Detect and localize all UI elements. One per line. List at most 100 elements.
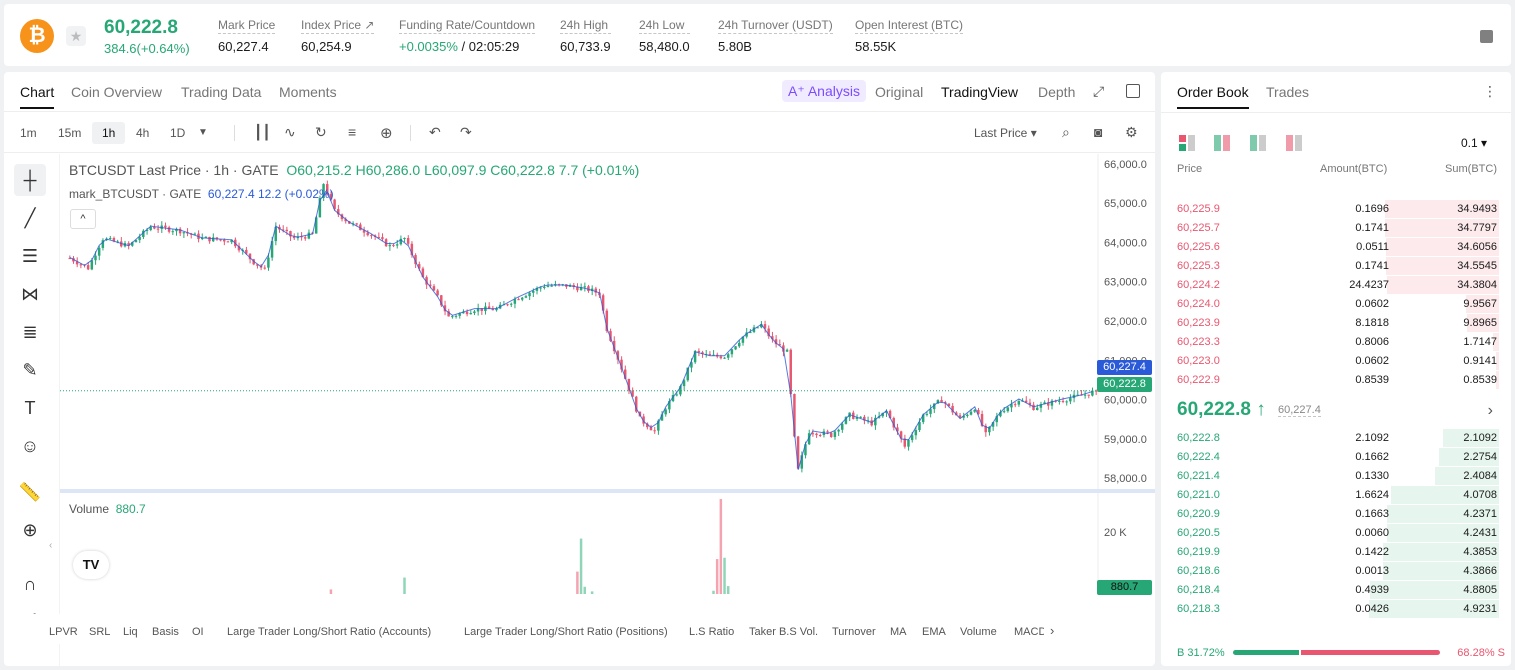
indicator-srl[interactable]: SRL (89, 626, 111, 638)
bid-row[interactable]: 60,218.4 0.4939 4.8805 (1161, 581, 1511, 600)
crosshair-icon[interactable]: ┼ (14, 164, 46, 196)
interval-1m[interactable]: 1m (20, 126, 37, 140)
fullscreen-icon[interactable]: ⤢ (1093, 83, 1105, 99)
trendline-icon[interactable]: ╱ (24, 208, 36, 228)
view-depth[interactable]: Depth (1038, 84, 1076, 100)
interval-15m[interactable]: 15m (58, 126, 82, 140)
indicator-volume[interactable]: Volume (960, 626, 997, 638)
tab-coin-overview[interactable]: Coin Overview (71, 84, 163, 100)
indicators-icon[interactable]: ∿ (284, 124, 296, 140)
layout-both-icon[interactable] (1179, 135, 1195, 151)
compare-icon[interactable]: ↻ (315, 124, 327, 140)
candlestick-chart[interactable]: 66,000.0 65,000.0 64,000.0 63,000.0 62,000.0… (60, 154, 1155, 594)
bid-row[interactable]: 60,220.9 0.1663 4.2371 (1161, 505, 1511, 524)
ruler-icon[interactable]: 📏 (18, 482, 42, 502)
depth-bar (1391, 486, 1499, 504)
bid-amount: 0.1663 (1355, 508, 1389, 520)
indicator-ls-ratio[interactable]: L.S Ratio (689, 626, 735, 638)
candle-body (811, 433, 815, 435)
indicator-basis[interactable]: Basis (152, 626, 179, 638)
layout-bids-icon[interactable] (1250, 135, 1266, 151)
indicator-turnover[interactable]: Turnover (832, 626, 876, 638)
bid-row[interactable]: 60,221.0 1.6624 4.0708 (1161, 486, 1511, 505)
bid-row[interactable]: 60,222.8 2.1092 2.1092 (1161, 429, 1511, 448)
precision-select[interactable]: 0.1 ▾ (1460, 136, 1487, 150)
volume-bar (726, 586, 730, 594)
indicator-oi[interactable]: OI (192, 626, 204, 638)
add-indicator-icon[interactable]: ⊕ (380, 125, 393, 142)
ask-row[interactable]: 60,222.9 0.8539 0.8539 (1161, 371, 1511, 390)
tab-order-book[interactable]: Order Book (1177, 84, 1249, 109)
interval-4h[interactable]: 4h (136, 126, 150, 140)
ask-row[interactable]: 60,225.6 0.0511 34.6056 (1161, 238, 1511, 257)
bid-row[interactable]: 60,219.9 0.1422 4.3853 (1161, 543, 1511, 562)
ask-row[interactable]: 60,224.0 0.0602 9.9567 (1161, 295, 1511, 314)
interval-dropdown-icon[interactable]: ▼ (198, 127, 208, 138)
expand-toolbar-icon[interactable]: ‹ (49, 540, 53, 551)
candle-body (458, 313, 461, 316)
guide-book-icon[interactable] (1480, 30, 1493, 43)
fib-icon[interactable]: ≣ (22, 322, 38, 342)
price-source-select[interactable]: Last Price ▾ (974, 126, 1037, 140)
pattern-icon[interactable]: ⋈ (21, 284, 39, 304)
tab-trades[interactable]: Trades (1266, 84, 1310, 100)
indicator-macd[interactable]: MACD (1014, 626, 1044, 638)
indicator-ma[interactable]: MA (890, 626, 907, 638)
bid-row[interactable]: 60,220.5 0.0060 4.2431 (1161, 524, 1511, 543)
tab-moments[interactable]: Moments (279, 84, 337, 100)
more-options-icon[interactable]: ⋮ (1483, 83, 1497, 99)
ask-row[interactable]: 60,225.3 0.1741 34.5545 (1161, 257, 1511, 276)
settings-list-icon[interactable]: ≡ (348, 124, 357, 140)
tab-trading-data[interactable]: Trading Data (181, 84, 262, 100)
favorite-star-icon[interactable]: ★ (66, 26, 86, 46)
candle-body (1043, 402, 1046, 405)
stat-index-price[interactable]: Index Price ↗ 60,254.9 (301, 18, 375, 54)
brush-icon[interactable]: ✎ (22, 360, 38, 380)
zoom-in-icon[interactable]: ⊕ (22, 520, 38, 540)
redo-icon[interactable]: ↷ (460, 124, 472, 140)
horizontal-lines-icon[interactable]: ☰ (21, 246, 39, 266)
candle-body (896, 427, 899, 432)
bid-row[interactable]: 60,221.4 0.1330 2.4084 (1161, 467, 1511, 486)
search-icon[interactable]: ⌕ (1062, 124, 1070, 140)
ai-analysis-button[interactable]: A⁺ Analysis (782, 80, 866, 102)
tab-chart[interactable]: Chart (20, 84, 55, 109)
candle-body (1083, 394, 1087, 396)
gear-icon[interactable]: ⚙ (1125, 124, 1138, 140)
ask-row[interactable]: 60,223.9 8.1818 9.8965 (1161, 314, 1511, 333)
ask-row[interactable]: 60,224.2 24.4237 34.3804 (1161, 276, 1511, 295)
bid-row[interactable]: 60,218.3 0.0426 4.9231 (1161, 600, 1511, 619)
collapse-legend-icon[interactable]: ^ (70, 209, 96, 229)
scroll-right-icon[interactable]: › (1050, 623, 1055, 638)
indicator-lt-positions[interactable]: Large Trader Long/Short Ratio (Positions… (464, 626, 668, 638)
chevron-right-icon[interactable]: › (1487, 402, 1493, 419)
indicator-lpvr[interactable]: LPVR (49, 626, 78, 638)
text-tool-icon[interactable]: T (24, 398, 36, 418)
indicator-liq[interactable]: Liq (123, 626, 138, 638)
indicator-taker-vol[interactable]: Taker B.S Vol. (749, 626, 819, 638)
ask-row[interactable]: 60,223.0 0.0602 0.9141 (1161, 352, 1511, 371)
candle-body (605, 310, 609, 332)
volume-bar (329, 589, 333, 594)
emoji-icon[interactable]: ☺ (20, 436, 40, 456)
interval-1h[interactable]: 1h (92, 122, 126, 144)
view-tradingview[interactable]: TradingView (941, 84, 1019, 100)
undo-icon[interactable]: ↶ (429, 124, 441, 140)
ask-row[interactable]: 60,225.9 0.1696 34.9493 (1161, 200, 1511, 219)
bid-row[interactable]: 60,222.4 0.1662 2.2754 (1161, 448, 1511, 467)
candle-body (193, 233, 197, 235)
interval-1d[interactable]: 1D (170, 126, 186, 140)
layout-asks-icon[interactable] (1286, 135, 1302, 151)
pane-separator[interactable] (60, 489, 1155, 493)
camera-icon[interactable]: ◙ (1094, 124, 1103, 140)
layout-split-icon[interactable] (1214, 135, 1230, 151)
magnet-icon[interactable]: ∩ (23, 574, 37, 594)
ask-row[interactable]: 60,225.7 0.1741 34.7797 (1161, 219, 1511, 238)
indicator-ema[interactable]: EMA (922, 626, 946, 638)
window-icon[interactable] (1126, 84, 1140, 98)
candle-type-icon[interactable]: ┃┃ (254, 124, 271, 140)
view-original[interactable]: Original (875, 84, 924, 100)
bid-row[interactable]: 60,218.6 0.0013 4.3866 (1161, 562, 1511, 581)
ask-row[interactable]: 60,223.3 0.8006 1.7147 (1161, 333, 1511, 352)
indicator-lt-accounts[interactable]: Large Trader Long/Short Ratio (Accounts) (227, 626, 432, 638)
